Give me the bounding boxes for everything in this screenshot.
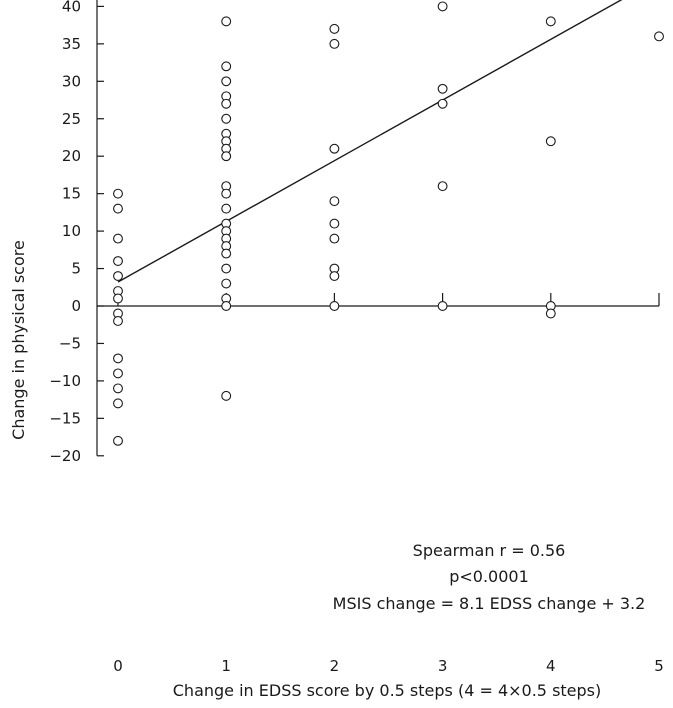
data-point: [221, 113, 232, 124]
x-tick-label: 4: [546, 657, 556, 675]
data-point: [221, 248, 232, 259]
x-tick-label: 5: [654, 657, 664, 675]
regression-line: [117, 0, 623, 283]
y-tick-label: 10: [62, 222, 81, 240]
data-point: [329, 23, 340, 34]
data-point: [329, 38, 340, 49]
data-point: [437, 83, 448, 94]
y-tick-label: 35: [62, 35, 81, 53]
y-tick-label: −10: [49, 372, 81, 390]
y-tick-label: −20: [49, 447, 81, 465]
data-point: [545, 16, 556, 27]
data-point: [329, 301, 340, 311]
data-point: [221, 263, 232, 274]
data-point: [654, 31, 664, 42]
data-point: [221, 98, 232, 109]
annotation-regression-equation: MSIS change = 8.1 EDSS change + 3.2: [333, 594, 646, 613]
y-tick-label: 40: [62, 0, 81, 15]
data-point: [221, 16, 232, 27]
data-point: [221, 301, 232, 311]
data-points: [113, 1, 664, 446]
data-point: [113, 368, 123, 379]
x-tick-label: 1: [221, 657, 231, 675]
data-point: [329, 233, 340, 244]
x-axis: 0 1 2 3 4 5: [97, 293, 664, 675]
data-point: [437, 98, 448, 109]
data-point: [437, 181, 448, 192]
regression-line-group: [117, 0, 623, 283]
x-tick-label: 2: [330, 657, 340, 675]
data-point: [545, 308, 556, 319]
y-axis-title: Change in physical score: [9, 240, 28, 440]
y-tick-label: 15: [62, 185, 81, 203]
data-point: [221, 203, 232, 214]
data-point: [221, 76, 232, 87]
data-point: [437, 301, 448, 311]
data-point: [221, 188, 232, 199]
annotation-p-value: p<0.0001: [449, 567, 529, 586]
data-point: [113, 233, 123, 244]
y-tick-label: −5: [59, 334, 81, 352]
data-point: [113, 203, 123, 214]
data-point: [113, 271, 123, 281]
y-tick-label: 30: [62, 72, 81, 90]
data-point: [113, 435, 123, 446]
y-axis: −20−15−10−505101520253035404550556065: [49, 0, 104, 465]
data-point: [329, 196, 340, 207]
data-point: [113, 293, 123, 304]
x-axis-title: Change in EDSS score by 0.5 steps (4 = 4…: [173, 681, 602, 700]
annotation-spearman: Spearman r = 0.56: [413, 541, 566, 560]
data-point: [437, 1, 448, 12]
data-point: [221, 151, 232, 162]
y-tick-label: −15: [49, 409, 81, 427]
data-point: [113, 188, 123, 199]
data-point: [329, 143, 340, 154]
y-tick-label: 5: [71, 260, 81, 278]
data-point: [221, 278, 232, 289]
data-point: [329, 218, 340, 229]
data-point: [113, 256, 123, 267]
data-point: [545, 136, 556, 147]
x-tick-label: 0: [113, 657, 123, 675]
data-point: [113, 398, 123, 409]
y-tick-label: 25: [62, 110, 81, 128]
y-tick-label: 0: [71, 297, 81, 315]
x-tick-label: 3: [438, 657, 448, 675]
data-point: [113, 383, 123, 394]
y-tick-label: 20: [62, 147, 81, 165]
data-point: [329, 271, 340, 281]
data-point: [221, 390, 232, 401]
data-point: [113, 353, 123, 364]
data-point: [113, 316, 123, 326]
data-point: [221, 61, 232, 72]
